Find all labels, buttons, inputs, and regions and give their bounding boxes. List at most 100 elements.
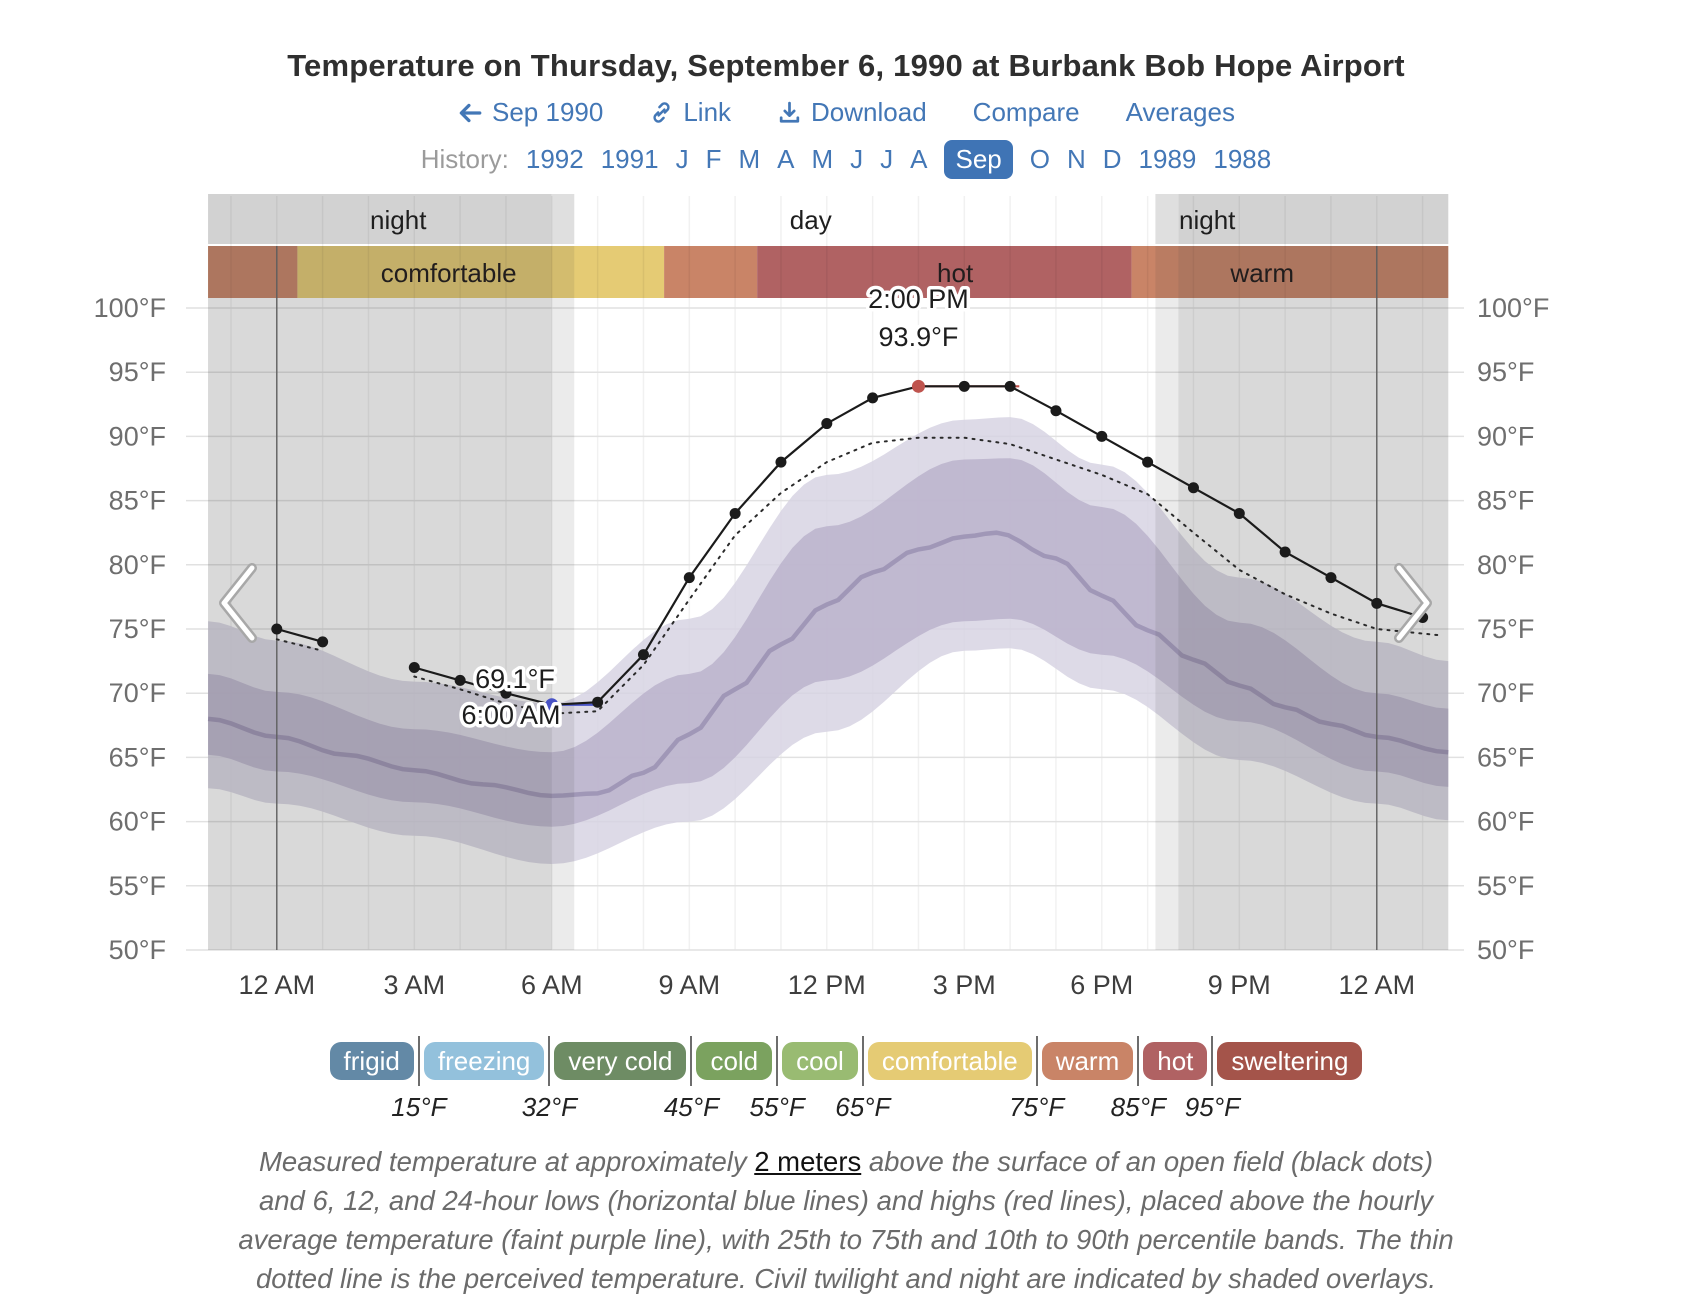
daynight-label-night: night (370, 205, 427, 235)
legend-threshold: 95°F (1184, 1092, 1241, 1122)
y-axis-label-right: 60°F (1477, 807, 1534, 837)
legend-pill-comfortable: comfortable (867, 1042, 1032, 1080)
legend-pill-freezing: freezing (423, 1042, 545, 1080)
x-axis-label: 9 PM (1208, 970, 1271, 1000)
y-axis-label-left: 75°F (109, 614, 166, 644)
measured-dot (271, 623, 283, 635)
history-item-m-6[interactable]: M (811, 144, 834, 174)
history-item-f-3[interactable]: F (705, 144, 722, 174)
x-axis-label: 3 AM (384, 970, 446, 1000)
footer-text: and 6, 12, and 24-hour lows (horizontal … (258, 1185, 1434, 1216)
legend-pill-sweltering: sweltering (1217, 1042, 1363, 1080)
link-icon (649, 100, 674, 125)
measured-dot (1371, 597, 1383, 609)
link-button[interactable]: Link (649, 97, 731, 128)
measured-dot (637, 649, 649, 661)
x-axis-label: 12 PM (788, 970, 866, 1000)
history-item-a-5[interactable]: A (777, 144, 795, 174)
history-item-1991-1[interactable]: 1991 (600, 144, 659, 174)
measured-dot (1325, 572, 1337, 584)
daynight-strip-twilight (1155, 194, 1179, 244)
y-axis-label-right: 50°F (1477, 935, 1534, 965)
history-item-sep-10[interactable]: Sep (944, 140, 1013, 179)
two-meters-link[interactable]: 2 meters (754, 1146, 862, 1177)
legend-pill-cold: cold (696, 1042, 773, 1080)
measured-dot (592, 696, 604, 708)
history-item-o-11[interactable]: O (1029, 144, 1050, 174)
comfort-legend: frigid 15°F freezing 32°F very cold 45°F cold 5… (0, 1036, 1692, 1122)
y-axis-label-right: 80°F (1477, 550, 1534, 580)
x-axis-label: 12 AM (239, 970, 316, 1000)
measured-dot (1279, 546, 1291, 558)
history-items: 1992 1991 J F M A M J J A Sep O N D 1989 1988 (526, 140, 1271, 179)
legend-threshold: 55°F (749, 1092, 805, 1122)
y-axis-label-right: 85°F (1477, 486, 1534, 516)
prev-month-button[interactable]: Sep 1990 (457, 97, 603, 128)
history-item-1989-14[interactable]: 1989 (1138, 144, 1197, 174)
y-axis-label-right: 70°F (1477, 678, 1534, 708)
comfort-label-warm: warm (1229, 258, 1294, 288)
low-temp-annotation: 69.1°F (475, 664, 555, 694)
comfort-band-warm (664, 246, 758, 298)
legend-threshold: 32°F (521, 1092, 577, 1122)
legend-pill-very-cold: very cold (554, 1042, 687, 1080)
history-item-a-9[interactable]: A (910, 144, 928, 174)
history-item-m-4[interactable]: M (738, 144, 761, 174)
measured-dot (867, 392, 879, 404)
history-item-1988-15[interactable]: 1988 (1213, 144, 1272, 174)
measured-temperature-line (276, 627, 323, 643)
legend-divider: 32°F (522, 1036, 577, 1122)
compare-button[interactable]: Compare (973, 97, 1080, 128)
y-axis-label-left: 60°F (109, 807, 166, 837)
y-axis-label-left: 55°F (109, 871, 166, 901)
download-button[interactable]: Download (777, 97, 927, 128)
averages-label: Averages (1125, 97, 1235, 127)
y-axis-label-left: 70°F (109, 678, 166, 708)
high-temp-annotation: 93.9°F (879, 322, 959, 352)
measured-dot (500, 687, 512, 699)
history-item-1992-0[interactable]: 1992 (525, 144, 584, 174)
history-item-d-13[interactable]: D (1102, 144, 1122, 174)
daynight-strip-night (208, 194, 552, 244)
comfort-band-comfortable (297, 246, 665, 298)
y-axis-label-left: 85°F (109, 486, 166, 516)
measured-dot (683, 572, 695, 584)
y-axis-label-right: 90°F (1477, 421, 1534, 451)
history-item-j-8[interactable]: J (880, 144, 894, 174)
y-axis-label-left: 50°F (109, 935, 166, 965)
averages-button[interactable]: Averages (1126, 97, 1235, 128)
percentile-band-25-75 (208, 458, 1449, 827)
prev-month-label: Sep 1990 (492, 97, 604, 127)
perceived-temperature-line (275, 638, 324, 652)
link-label: Link (683, 97, 732, 127)
prev-day-chevron-inner (221, 565, 255, 641)
legend-pill-frigid: frigid (329, 1042, 414, 1080)
measured-dot (317, 636, 329, 648)
history-item-j-7[interactable]: J (850, 144, 864, 174)
twilight-overlay (551, 246, 575, 950)
measured-dot (1004, 380, 1016, 392)
footer-text: dotted line is the perceived temperature… (255, 1263, 1437, 1294)
x-axis-label: 9 AM (659, 970, 721, 1000)
legend-threshold: 45°F (663, 1092, 720, 1122)
daynight-label-day: day (790, 205, 832, 235)
x-axis-label: 6 AM (521, 970, 583, 1000)
page-title: Temperature on Thursday, September 6, 19… (287, 48, 1405, 83)
history-item-j-2[interactable]: J (675, 144, 689, 174)
y-axis-label-right: 95°F (1477, 357, 1534, 387)
history-item-n-12[interactable]: N (1066, 144, 1086, 174)
y-axis-label-right: 75°F (1477, 614, 1534, 644)
footer-text: average temperature (faint purple line),… (238, 1224, 1454, 1255)
measured-dot (408, 662, 420, 674)
legend-divider: 45°F (664, 1036, 719, 1122)
measured-dot (729, 507, 741, 519)
daynight-label-night: night (1179, 205, 1236, 235)
high-time-annotation: 2:00 PM (868, 284, 969, 314)
measured-dot (775, 456, 787, 468)
legend-threshold: 75°F (1009, 1092, 1065, 1122)
legend-divider: 75°F (1009, 1036, 1064, 1122)
night-overlay (1178, 246, 1449, 950)
comfort-band-warm (208, 246, 298, 298)
